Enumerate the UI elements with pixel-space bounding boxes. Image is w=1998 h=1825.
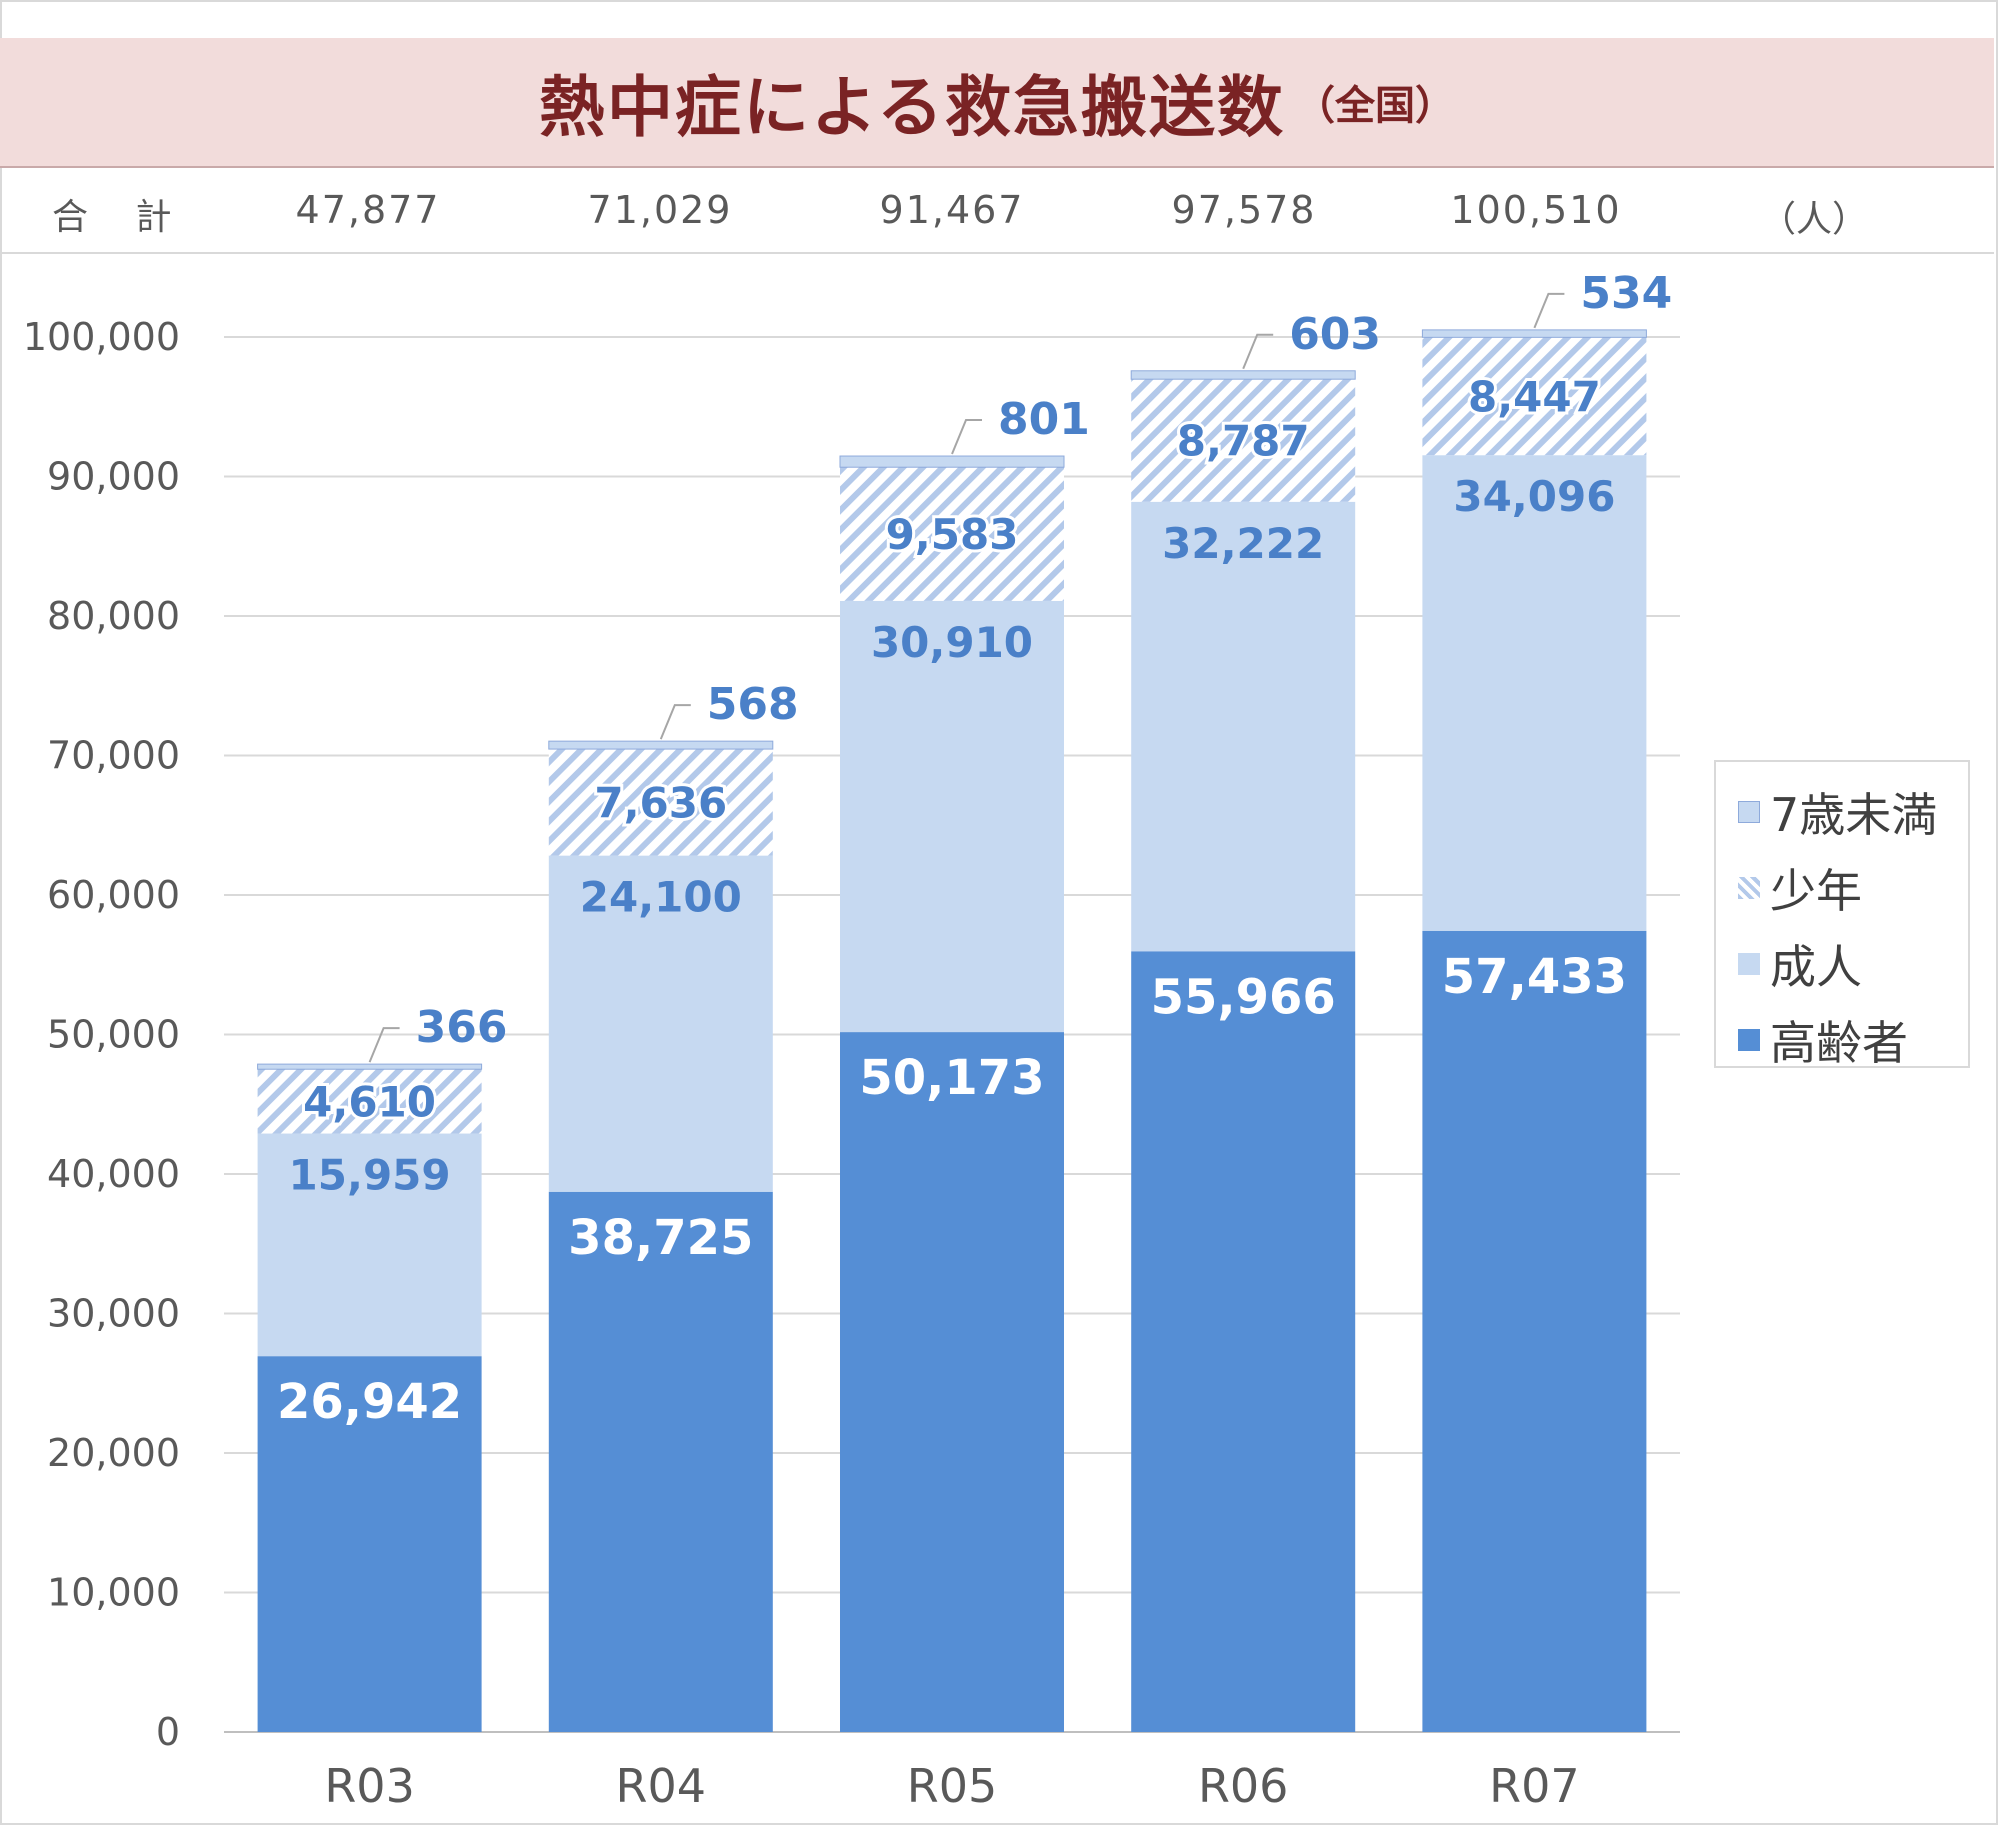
bar-infant-r07 bbox=[1421, 329, 1647, 338]
legend-swatch-elderly bbox=[1738, 1029, 1760, 1051]
data-label-infant: 568 bbox=[707, 679, 799, 730]
y-tick-label: 10,000 bbox=[47, 1571, 180, 1615]
y-tick-label: 40,000 bbox=[47, 1152, 180, 1196]
data-label-elderly: 50,173 bbox=[859, 1050, 1044, 1106]
data-label-adult: 24,100 bbox=[580, 873, 742, 922]
bar-infant-r05 bbox=[839, 455, 1065, 468]
legend-swatch-adult bbox=[1738, 953, 1760, 975]
data-label-youth: 4,610 bbox=[303, 1077, 436, 1126]
y-tick-label: 70,000 bbox=[47, 734, 180, 778]
data-label-youth: 9,583 bbox=[886, 510, 1019, 559]
bar-youth-r05 bbox=[840, 467, 1064, 601]
data-label-adult: 34,096 bbox=[1453, 472, 1615, 521]
chart-title: 熱中症による救急搬送数 bbox=[538, 69, 1286, 146]
total-value-r03: 47,877 bbox=[295, 188, 441, 232]
leader-line-infant bbox=[1242, 333, 1274, 370]
data-label-infant: 366 bbox=[416, 1002, 508, 1053]
legend-item-adult: 成人 bbox=[1738, 934, 1862, 994]
y-tick-label: 100,000 bbox=[23, 315, 180, 359]
total-value-r04: 71,029 bbox=[587, 188, 733, 232]
leader-line-infant bbox=[368, 1027, 400, 1063]
legend-swatch-youth bbox=[1738, 877, 1760, 899]
x-tick-label: R06 bbox=[1198, 1759, 1289, 1813]
legend-item-youth: 少年 bbox=[1738, 858, 1862, 918]
data-label-youth: 7,636 bbox=[594, 778, 727, 827]
bar-elderly-r05 bbox=[840, 1032, 1064, 1732]
x-tick-label: R03 bbox=[324, 1759, 415, 1813]
bar-adult-r04 bbox=[548, 855, 773, 1192]
bar-youth-r07 bbox=[1422, 337, 1647, 456]
data-label-youth: 8,447 bbox=[1468, 372, 1601, 421]
bar-infant-r06 bbox=[1130, 370, 1356, 380]
y-tick-label: 80,000 bbox=[47, 594, 180, 638]
data-label-elderly: 57,433 bbox=[1442, 949, 1627, 1005]
x-tick-label: R04 bbox=[616, 1759, 707, 1813]
totals-unit: （人） bbox=[1760, 199, 1869, 240]
legend-item-elderly: 高齢者 bbox=[1738, 1010, 1908, 1070]
x-tick-label: R05 bbox=[907, 1759, 998, 1813]
bar-elderly-r03 bbox=[257, 1356, 482, 1732]
data-label-youth: 8,787 bbox=[1177, 416, 1310, 465]
data-label-infant: 603 bbox=[1289, 309, 1381, 360]
total-value-r06: 97,578 bbox=[1171, 188, 1317, 232]
y-tick-label: 50,000 bbox=[47, 1013, 180, 1057]
data-label-adult: 30,910 bbox=[871, 618, 1033, 667]
y-tick-label: 90,000 bbox=[47, 455, 180, 499]
total-value-r05: 91,467 bbox=[879, 188, 1025, 232]
bar-infant-r04 bbox=[548, 740, 774, 750]
data-label-adult: 15,959 bbox=[289, 1151, 451, 1200]
x-tick-label: R07 bbox=[1489, 1759, 1580, 1813]
totals-row: 合 計 47,877 71,029 91,467 97,578 100,510 … bbox=[0, 168, 1994, 254]
legend-label-adult: 成人 bbox=[1770, 940, 1862, 994]
y-tick-label: 20,000 bbox=[47, 1431, 180, 1475]
data-label-elderly: 26,942 bbox=[277, 1374, 462, 1430]
bar-elderly-r07 bbox=[1422, 930, 1647, 1732]
data-label-infant: 801 bbox=[998, 394, 1090, 445]
data-label-infant: 534 bbox=[1580, 268, 1672, 319]
data-label-elderly: 55,966 bbox=[1151, 969, 1336, 1025]
totals-label: 合 計 bbox=[52, 197, 190, 238]
legend-swatch-infant bbox=[1738, 801, 1760, 823]
leader-line-infant bbox=[1533, 292, 1565, 329]
legend-label-elderly: 高齢者 bbox=[1770, 1016, 1908, 1070]
data-label-adult: 32,222 bbox=[1162, 519, 1324, 568]
bar-adult-r03 bbox=[257, 1133, 482, 1357]
y-tick-label: 60,000 bbox=[47, 873, 180, 917]
bar-youth-r06 bbox=[1131, 379, 1356, 502]
bar-adult-r07 bbox=[1422, 455, 1647, 931]
bar-infant-r03 bbox=[257, 1063, 483, 1070]
legend-item-infant: 7歳未満 bbox=[1738, 782, 1937, 842]
bar-elderly-r04 bbox=[548, 1191, 773, 1732]
leader-line-infant bbox=[951, 419, 982, 455]
bar-youth-r04 bbox=[548, 749, 773, 856]
y-tick-label: 30,000 bbox=[47, 1292, 180, 1336]
legend: 7歳未満 少年 成人 高齢者 bbox=[1714, 760, 1970, 1070]
title-band: 熱中症による救急搬送数 （全国） bbox=[0, 38, 1994, 168]
legend-label-infant: 7歳未満 bbox=[1770, 788, 1938, 842]
bar-youth-r03 bbox=[257, 1069, 482, 1134]
chart-subtitle: （全国） bbox=[1295, 83, 1456, 129]
data-label-elderly: 38,725 bbox=[568, 1210, 753, 1266]
legend-label-youth: 少年 bbox=[1770, 864, 1862, 918]
bar-elderly-r06 bbox=[1131, 951, 1356, 1732]
bar-adult-r05 bbox=[840, 600, 1064, 1033]
leader-line-infant bbox=[659, 704, 691, 740]
bar-adult-r06 bbox=[1131, 501, 1356, 952]
total-value-r07: 100,510 bbox=[1450, 188, 1622, 232]
y-tick-label: 0 bbox=[156, 1710, 180, 1754]
